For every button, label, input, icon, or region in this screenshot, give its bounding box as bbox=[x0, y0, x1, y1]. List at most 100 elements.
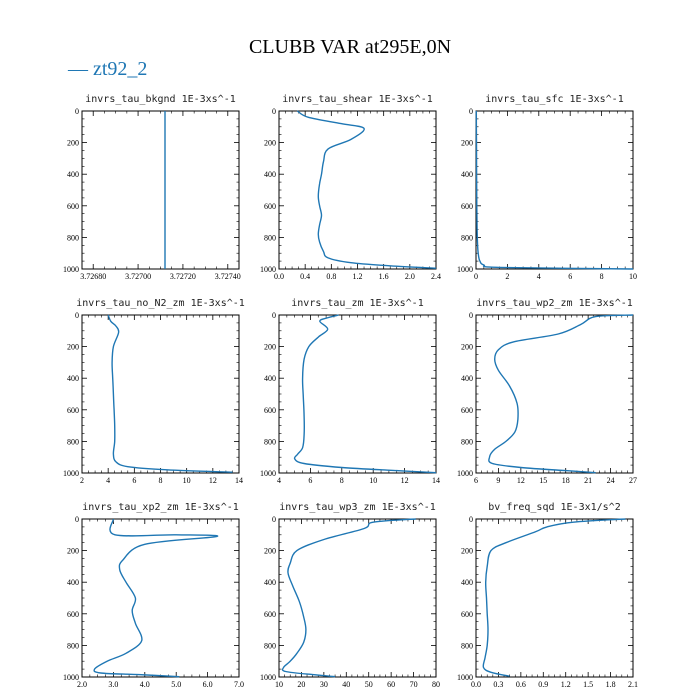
x-tick-label: 50 bbox=[365, 680, 373, 689]
y-tick-label: 800 bbox=[264, 641, 276, 650]
x-tick-label: 8 bbox=[340, 476, 344, 485]
x-tick-label: 20 bbox=[297, 680, 305, 689]
x-tick-label: 9 bbox=[496, 476, 500, 485]
y-tick-label: 0 bbox=[272, 311, 276, 320]
x-tick-label: 40 bbox=[342, 680, 350, 689]
x-tick-label: 8 bbox=[600, 272, 604, 281]
x-tick-label: 10 bbox=[275, 680, 283, 689]
series-line bbox=[293, 314, 437, 474]
y-tick-label: 1000 bbox=[457, 265, 473, 274]
x-tick-label: 0.6 bbox=[516, 680, 526, 689]
x-tick-label: 2.0 bbox=[77, 680, 87, 689]
y-tick-label: 0 bbox=[469, 107, 473, 116]
y-tick-label: 800 bbox=[461, 233, 473, 242]
y-tick-label: 800 bbox=[264, 437, 276, 446]
x-tick-label: 3.72720 bbox=[170, 272, 196, 281]
chart-panel-1: invrs_tau_bkgnd 1E-3xs^-1 3.72680 3.72700 3… bbox=[63, 94, 241, 281]
x-tick-label: 3.72700 bbox=[125, 272, 151, 281]
y-tick-label: 200 bbox=[461, 547, 473, 556]
x-tick-label: 1.2 bbox=[561, 680, 571, 689]
y-tick-label: 1000 bbox=[457, 469, 473, 478]
x-tick-label: 27 bbox=[629, 476, 637, 485]
x-tick-label: 12 bbox=[401, 476, 409, 485]
y-tick-label: 600 bbox=[67, 610, 79, 619]
x-tick-label: 0.0 bbox=[471, 680, 481, 689]
series-line bbox=[475, 110, 634, 270]
y-tick-label: 1000 bbox=[63, 265, 79, 274]
page-title: CLUBB VAR at295E,0N bbox=[248, 36, 452, 58]
x-tick-label: 6 bbox=[132, 476, 136, 485]
panel-title: invrs_tau_wp3_zm 1E-3xs^-1 bbox=[279, 502, 436, 513]
series-line bbox=[93, 518, 219, 678]
x-tick-label: 18 bbox=[562, 476, 570, 485]
chart-panel-6: invrs_tau_wp2_zm 1E-3xs^-1 6 9 12 15 18 21 24 27… bbox=[457, 298, 637, 485]
plot-frame bbox=[475, 110, 634, 270]
plot-frame bbox=[278, 110, 437, 270]
x-tick-label: 2.1 bbox=[628, 680, 638, 689]
y-tick-label: 0 bbox=[75, 515, 79, 524]
panel-title: invrs_tau_zm 1E-3xs^-1 bbox=[291, 298, 423, 309]
x-tick-label: 6 bbox=[474, 476, 478, 485]
x-tick-label: 8 bbox=[159, 476, 163, 485]
x-tick-label: 4 bbox=[277, 476, 281, 485]
series-line bbox=[281, 518, 416, 678]
y-tick-label: 800 bbox=[461, 641, 473, 650]
x-tick-label: 3.0 bbox=[108, 680, 118, 689]
y-tick-label: 600 bbox=[264, 610, 276, 619]
y-tick-label: 400 bbox=[67, 170, 79, 179]
plot-frame bbox=[278, 518, 437, 678]
chart-panel-4: invrs_tau_no_N2_zm 1E-3xs^-1 2 4 6 8 10 12 14 0 2… bbox=[63, 298, 245, 485]
x-tick-label: 12 bbox=[517, 476, 525, 485]
plot-frame bbox=[81, 110, 240, 270]
panel-title: invrs_tau_no_N2_zm 1E-3xs^-1 bbox=[76, 298, 245, 309]
x-tick-label: 0 bbox=[474, 272, 478, 281]
plot-frame bbox=[81, 518, 240, 678]
plot-frame bbox=[475, 518, 634, 678]
plot-frame bbox=[81, 314, 240, 474]
y-tick-label: 400 bbox=[67, 578, 79, 587]
x-tick-label: 12 bbox=[209, 476, 217, 485]
x-tick-label: 30 bbox=[320, 680, 328, 689]
legend-entry: — zt92_2 bbox=[68, 58, 147, 81]
legend-swatch: — bbox=[68, 58, 88, 80]
x-tick-label: 1.6 bbox=[379, 272, 389, 281]
y-tick-label: 600 bbox=[264, 202, 276, 211]
x-tick-label: 24 bbox=[607, 476, 615, 485]
x-tick-label: 2 bbox=[80, 476, 84, 485]
series-line bbox=[488, 314, 634, 474]
x-tick-label: 70 bbox=[410, 680, 418, 689]
legend-label: zt92_2 bbox=[93, 58, 148, 80]
y-tick-label: 0 bbox=[75, 311, 79, 320]
x-tick-label: 4 bbox=[106, 476, 110, 485]
x-tick-label: 80 bbox=[432, 680, 440, 689]
y-tick-label: 0 bbox=[75, 107, 79, 116]
x-tick-label: 1.5 bbox=[583, 680, 593, 689]
x-tick-label: 14 bbox=[432, 476, 440, 485]
chart-panel-9: bv_freq_sqd 1E-3x1/s^2 0.0 0.3 0.6 0.9 1.2 1.5… bbox=[457, 502, 638, 689]
y-tick-label: 200 bbox=[67, 343, 79, 352]
y-tick-label: 1000 bbox=[63, 469, 79, 478]
x-tick-label: 2 bbox=[505, 272, 509, 281]
x-tick-label: 10 bbox=[629, 272, 637, 281]
y-tick-label: 0 bbox=[272, 515, 276, 524]
x-tick-label: 21 bbox=[584, 476, 592, 485]
y-tick-label: 200 bbox=[264, 139, 276, 148]
y-tick-label: 400 bbox=[461, 170, 473, 179]
y-tick-label: 1000 bbox=[260, 469, 276, 478]
y-tick-label: 200 bbox=[67, 139, 79, 148]
y-tick-label: 1000 bbox=[260, 265, 276, 274]
x-tick-label: 2.4 bbox=[431, 272, 441, 281]
chart-panel-7: invrs_tau_xp2_zm 1E-3xs^-1 2.0 3.0 4.0 5.0 6.… bbox=[63, 502, 244, 689]
x-tick-label: 1.2 bbox=[353, 272, 363, 281]
chart-panel-5: invrs_tau_zm 1E-3xs^-1 4 6 8 10 12 14 0 200 400 60… bbox=[260, 298, 440, 485]
y-tick-label: 200 bbox=[264, 343, 276, 352]
y-tick-label: 400 bbox=[264, 578, 276, 587]
y-tick-label: 1000 bbox=[457, 673, 473, 682]
x-tick-label: 0.0 bbox=[274, 272, 284, 281]
y-tick-label: 600 bbox=[461, 202, 473, 211]
y-tick-label: 800 bbox=[67, 233, 79, 242]
y-tick-label: 400 bbox=[264, 374, 276, 383]
y-tick-label: 400 bbox=[264, 170, 276, 179]
x-tick-label: 2.0 bbox=[405, 272, 415, 281]
